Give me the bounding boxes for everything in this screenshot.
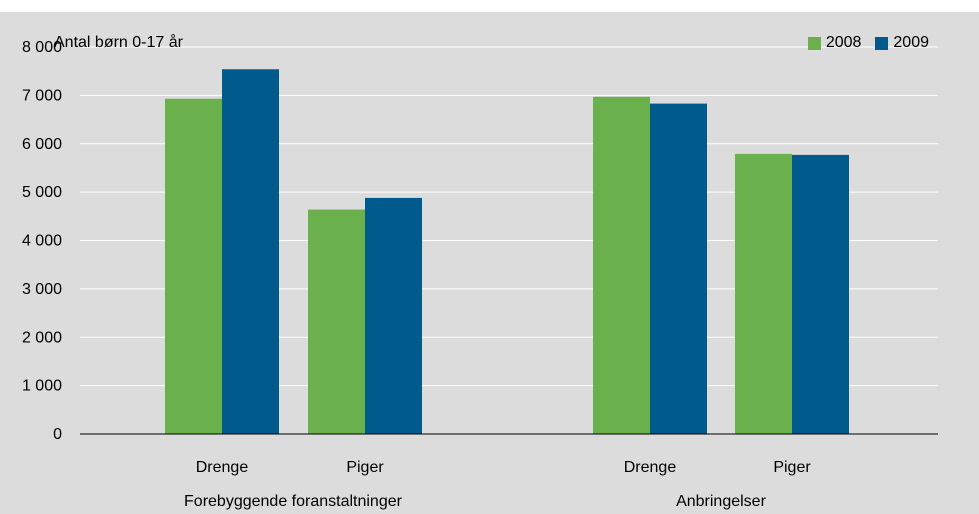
bar-2008-2 xyxy=(308,209,365,434)
x-group-label: Forebyggende foranstaltninger xyxy=(184,493,403,510)
legend-item-2009: 2009 xyxy=(875,34,929,52)
legend-label-2008: 2008 xyxy=(825,34,862,51)
y-tick-label: 1 000 xyxy=(22,378,62,395)
bar-2009-1 xyxy=(222,69,279,434)
bar-2009-2 xyxy=(365,197,422,434)
y-tick-label: 7 000 xyxy=(22,87,62,104)
bar-2009-3 xyxy=(650,103,707,434)
legend-item-2008: 2008 xyxy=(807,34,862,52)
y-tick-label: 4 000 xyxy=(22,233,62,250)
y-tick-label: 8 000 xyxy=(22,39,62,56)
legend-swatch-2008 xyxy=(807,36,821,50)
y-tick-label: 2 000 xyxy=(22,329,62,346)
x-category-label: Piger xyxy=(346,459,384,476)
bar-2008-3 xyxy=(593,96,650,435)
legend-swatch-2009 xyxy=(875,36,889,50)
y-tick-label: 6 000 xyxy=(22,136,62,153)
bar-2008-1 xyxy=(165,98,222,434)
bar-2009-4 xyxy=(792,154,849,434)
legend-label-2009: 2009 xyxy=(893,34,929,51)
y-tick-label: 5 000 xyxy=(22,184,62,201)
bar-2008-4 xyxy=(735,153,792,434)
x-category-label: Drenge xyxy=(624,459,677,476)
x-category-label: Drenge xyxy=(196,459,249,476)
legend: 2008 2009 xyxy=(807,34,929,52)
y-tick-label: 3 000 xyxy=(22,281,62,298)
y-axis-label: Antal børn 0-17 år xyxy=(54,34,183,51)
chart-panel: 0 1 000 2 000 3 000 4 000 5 000 6 000 7 000 8 00… xyxy=(0,12,979,514)
bar-chart: 0 1 000 2 000 3 000 4 000 5 000 6 000 7 000 8 00… xyxy=(22,39,938,510)
y-tick-label: 0 xyxy=(53,426,62,443)
x-category-label: Piger xyxy=(773,459,811,476)
x-group-label: Anbringelser xyxy=(676,493,767,510)
